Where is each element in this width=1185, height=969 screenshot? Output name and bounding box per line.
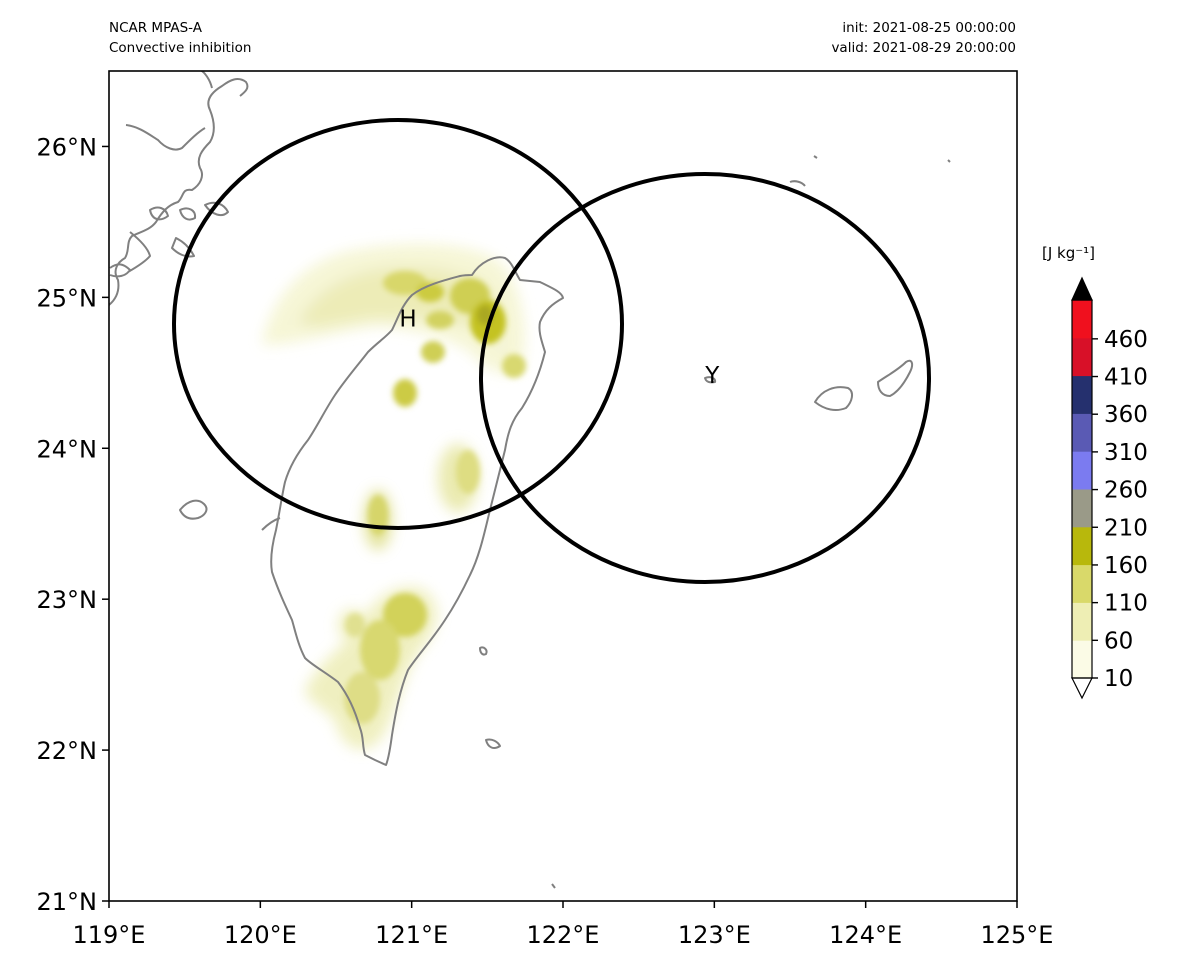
colorbar-segment (1072, 526, 1092, 566)
header-right: init: 2021-08-25 00:00:00 valid: 2021-08… (716, 18, 1016, 58)
colorbar-segment (1072, 640, 1092, 679)
colorbar-ticks: 10 60 110 160 210 260 310 360 410 460 (1092, 327, 1148, 692)
colorbar-segment (1072, 602, 1092, 641)
x-tick-label: 119°E (73, 921, 146, 949)
x-tick-label: 125°E (981, 921, 1054, 949)
colorbar: [J kg⁻¹] 10 60 110 160 210 260 310 360 410 460 (1042, 244, 1148, 700)
y-tick-label: 24°N (37, 435, 98, 463)
x-tick-label: 122°E (527, 921, 600, 949)
cin-shading (262, 243, 526, 750)
colorbar-tick-label: 160 (1104, 553, 1148, 579)
colorbar-tick-label: 310 (1104, 440, 1148, 466)
radar-circles (172, 118, 931, 584)
y-tick-label: 21°N (37, 888, 98, 916)
field-name: Convective inhibition (109, 40, 252, 56)
radar-circle-y (479, 172, 931, 584)
radar-label-h: H (399, 307, 416, 333)
taiwan-coast (270, 256, 564, 766)
x-tick-label: 121°E (375, 921, 448, 949)
colorbar-segment (1072, 413, 1092, 452)
x-axis: 119°E 120°E 121°E 122°E 123°E 124°E 125°E (73, 901, 1054, 949)
colorbar-segment (1072, 337, 1092, 377)
y-tick-label: 26°N (37, 133, 98, 161)
radar-label-y: Y (704, 363, 720, 389)
y-tick-label: 22°N (37, 737, 98, 765)
colorbar-segments (1071, 276, 1093, 700)
colorbar-segment (1072, 300, 1092, 339)
colorbar-segment (1072, 375, 1092, 414)
colorbar-units: [J kg⁻¹] (1042, 244, 1095, 262)
x-tick-label: 120°E (224, 921, 297, 949)
y-axis: 21°N 22°N 23°N 24°N 25°N 26°N (37, 133, 109, 916)
colorbar-tick-label: 460 (1104, 327, 1148, 353)
colorbar-tick-label: 10 (1104, 666, 1133, 692)
colorbar-tick-label: 210 (1104, 515, 1148, 541)
header-left: NCAR MPAS-A Convective inhibition (109, 18, 251, 58)
colorbar-tick-label: 360 (1104, 402, 1148, 428)
colorbar-extend-max (1071, 276, 1093, 301)
radar-circle-h (172, 118, 624, 530)
colorbar-tick-label: 110 (1104, 591, 1148, 617)
coastlines (109, 71, 951, 889)
init-time: init: 2021-08-25 00:00:00 (842, 20, 1016, 36)
y-tick-label: 25°N (37, 284, 98, 312)
colorbar-tick-label: 260 (1104, 478, 1148, 504)
colorbar-segment (1072, 489, 1092, 528)
colorbar-segment (1072, 451, 1092, 490)
colorbar-extend-min (1071, 677, 1093, 700)
x-tick-label: 123°E (678, 921, 751, 949)
model-name: NCAR MPAS-A (109, 20, 202, 36)
plot-area (109, 71, 1017, 901)
colorbar-tick-label: 410 (1104, 365, 1148, 391)
x-tick-label: 124°E (829, 921, 902, 949)
colorbar-tick-label: 60 (1104, 628, 1133, 654)
valid-time: valid: 2021-08-29 20:00:00 (831, 40, 1016, 56)
colorbar-segment (1072, 564, 1092, 603)
y-tick-label: 23°N (37, 586, 98, 614)
